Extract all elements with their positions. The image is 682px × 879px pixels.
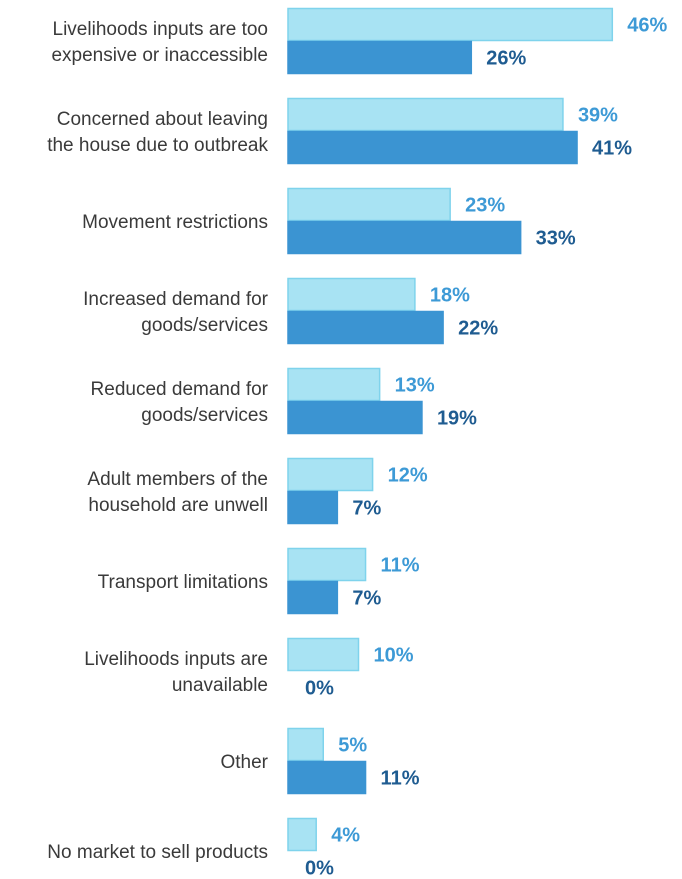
category-label: No market to sell products xyxy=(47,842,268,863)
value-label-series-1: 4% xyxy=(331,825,360,847)
category-label-line: Livelihoods inputs are too xyxy=(53,19,268,40)
category-label-line: No market to sell products xyxy=(47,842,268,863)
bar-series-2 xyxy=(287,310,444,345)
category-label: Transport limitations xyxy=(98,572,268,593)
category-label: Increased demand for goods/services xyxy=(83,289,269,336)
category-group: No market to sell products 4% 0% xyxy=(47,817,360,879)
category-group: Transport limitations 11%7% xyxy=(98,547,420,615)
bar-series-2 xyxy=(287,130,578,165)
value-label-series-1: 23% xyxy=(465,195,505,217)
category-label-line: expensive or inaccessible xyxy=(51,45,268,66)
value-label-series-2: 0% xyxy=(305,678,334,700)
bar-series-2 xyxy=(287,760,367,795)
bar-series-2 xyxy=(287,40,473,75)
category-group: Concerned about leaving the house due to … xyxy=(47,97,632,165)
value-label-series-2: 11% xyxy=(381,768,420,790)
bar-series-1 xyxy=(287,637,360,672)
bar-series-2 xyxy=(287,400,423,435)
bar-series-1 xyxy=(287,97,564,132)
category-label-line: goods/services xyxy=(141,315,268,336)
value-label-series-1: 39% xyxy=(578,105,618,127)
bar-series-1 xyxy=(287,277,416,312)
category-label: Other xyxy=(220,752,268,773)
value-label-series-1: 46% xyxy=(627,15,667,37)
bar-series-2 xyxy=(287,220,522,255)
bar-series-1 xyxy=(287,187,451,222)
category-label-line: Reduced demand for xyxy=(91,379,269,400)
bar-series-1 xyxy=(287,727,324,762)
category-group: Livelihoods inputs are too expensive or i… xyxy=(51,7,668,75)
value-label-series-2: 7% xyxy=(352,498,381,520)
bar-series-1 xyxy=(287,7,614,42)
value-label-series-1: 5% xyxy=(338,735,367,757)
bar-series-2 xyxy=(287,580,339,615)
category-group: Livelihoods inputs are unavailable 10% 0% xyxy=(84,637,414,700)
category-group: Movement restrictions 23% 33% xyxy=(82,187,576,255)
value-label-series-1: 10% xyxy=(374,645,414,667)
bar-series-1 xyxy=(287,367,381,402)
category-label-line: goods/services xyxy=(141,405,268,426)
category-label-line: Concerned about leaving xyxy=(57,109,268,130)
category-group: Adult members of the household are unwell… xyxy=(87,457,428,525)
category-label-line: Transport limitations xyxy=(98,572,268,593)
bar-series-2 xyxy=(287,490,339,525)
category-group: Increased demand for goods/services 18% 22% xyxy=(83,277,498,345)
category-label: Reduced demand for goods/services xyxy=(91,379,269,426)
category-label: Livelihoods inputs are unavailable xyxy=(84,649,268,696)
value-label-series-2: 0% xyxy=(305,858,334,879)
value-label-series-1: 18% xyxy=(430,285,470,307)
category-label-line: Other xyxy=(220,752,268,773)
value-label-series-1: 12% xyxy=(388,465,428,487)
value-label-series-2: 41% xyxy=(592,138,632,160)
category-label-line: Livelihoods inputs are xyxy=(84,649,268,670)
category-label: Livelihoods inputs are too expensive or i… xyxy=(51,19,268,66)
category-label: Concerned about leaving the house due to … xyxy=(47,109,268,156)
value-label-series-2: 7% xyxy=(352,588,381,610)
value-label-series-2: 22% xyxy=(458,318,498,340)
category-group: Reduced demand for goods/services 13%19% xyxy=(91,367,477,435)
value-label-series-2: 19% xyxy=(437,408,477,430)
category-label-line: Movement restrictions xyxy=(82,212,268,233)
bar-series-1 xyxy=(287,457,374,492)
category-label-line: unavailable xyxy=(172,675,268,696)
value-label-series-2: 26% xyxy=(486,48,526,70)
value-label-series-2: 33% xyxy=(536,228,576,250)
category-label-line: the house due to outbreak xyxy=(47,135,268,156)
value-label-series-1: 11% xyxy=(381,555,420,577)
category-label-line: Adult members of the xyxy=(87,469,268,490)
category-label: Movement restrictions xyxy=(82,212,268,233)
bar-series-1 xyxy=(287,547,367,582)
bar-series-1 xyxy=(287,817,317,852)
category-label-line: Increased demand for xyxy=(83,289,269,310)
category-label-line: household are unwell xyxy=(88,495,268,516)
category-group: Other 5% 11% xyxy=(220,727,420,795)
value-label-series-1: 13% xyxy=(395,375,435,397)
category-label: Adult members of the household are unwell xyxy=(87,469,268,516)
